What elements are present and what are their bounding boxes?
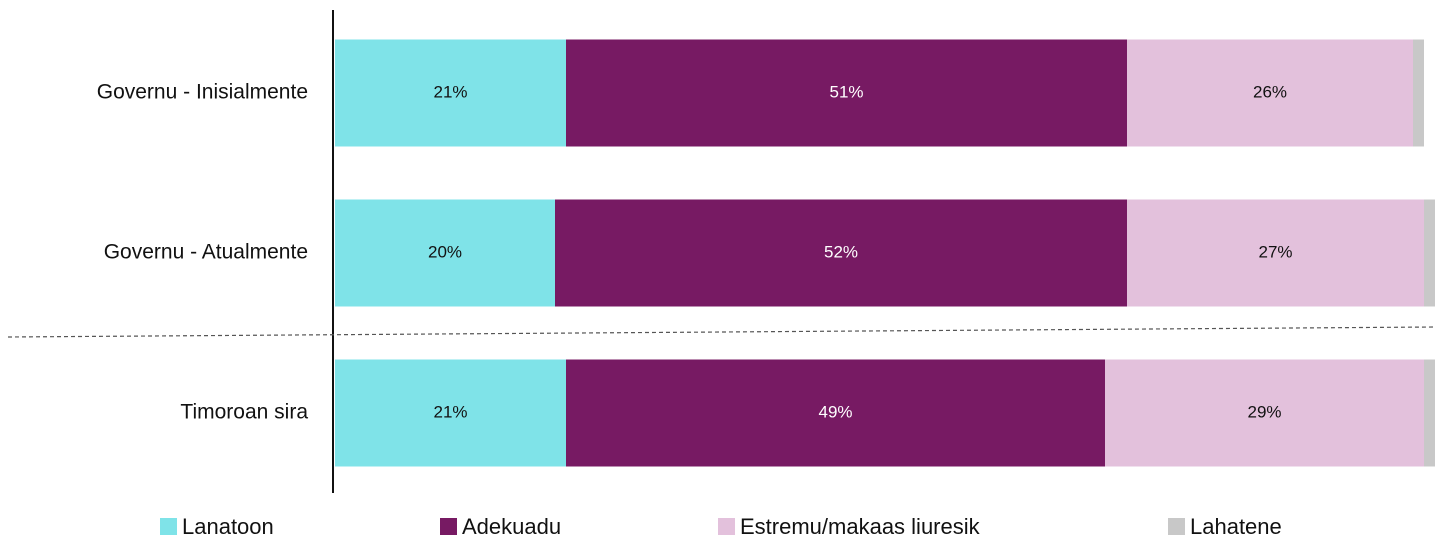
value-label: 27% — [1258, 242, 1292, 261]
category-label: Timoroan sira — [180, 401, 308, 424]
legend-label: Adekuadu — [462, 514, 561, 539]
value-label: 52% — [824, 242, 858, 261]
value-label: 26% — [1253, 82, 1287, 101]
bar-segment — [566, 39, 1127, 147]
bar-segment — [566, 359, 1105, 467]
bar-segment — [1424, 359, 1435, 467]
separator — [7, 326, 1435, 338]
bar-segment — [1127, 39, 1413, 147]
value-label: 21% — [433, 82, 467, 101]
bar-segment — [335, 359, 566, 467]
legend-swatch — [718, 518, 735, 535]
bar-segment — [1127, 199, 1424, 307]
legend-swatch — [1168, 518, 1185, 535]
value-label: 21% — [433, 402, 467, 421]
value-label: 51% — [829, 82, 863, 101]
bar-segment — [1105, 359, 1424, 467]
legend-label: Lanatoon — [182, 514, 274, 539]
legend-label: Estremu/makaas liuresik — [740, 514, 981, 539]
value-label: 49% — [818, 402, 852, 421]
bar-segment — [1424, 199, 1435, 307]
bar-segment — [1413, 39, 1424, 147]
bar-segment — [335, 39, 566, 147]
legend-swatch — [160, 518, 177, 535]
category-label: Governu - Atualmente — [104, 241, 308, 264]
value-label: 29% — [1247, 402, 1281, 421]
bar-segment — [555, 199, 1127, 307]
category-label: Governu - Inisialmente — [97, 81, 308, 104]
value-label: 20% — [428, 242, 462, 261]
legend-label: Lahatene — [1190, 514, 1282, 539]
bar-segment — [335, 199, 555, 307]
legend-swatch — [440, 518, 457, 535]
